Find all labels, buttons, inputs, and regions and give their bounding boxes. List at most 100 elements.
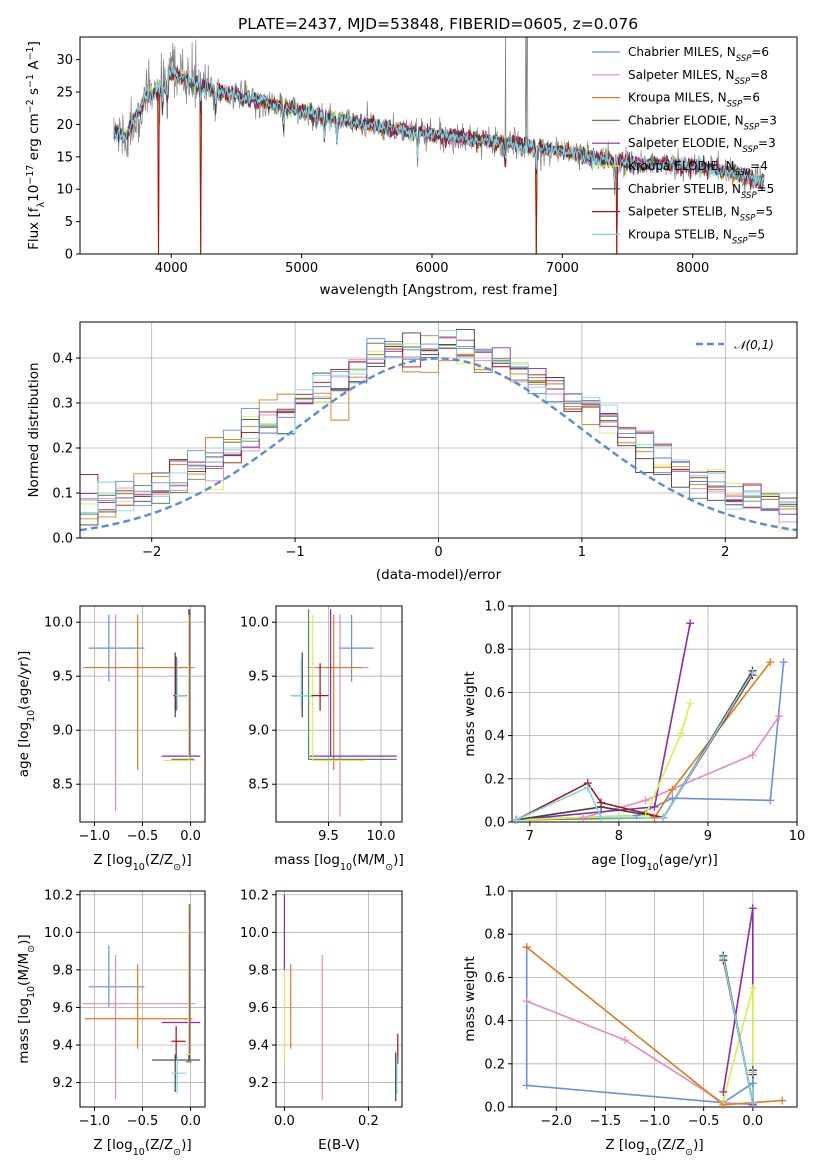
point-salpeter-miles <box>641 796 650 805</box>
x-axis-label: (data-model)/error <box>376 567 502 583</box>
label-part: Z/Z <box>150 852 173 868</box>
label-part: m <box>531 282 544 298</box>
label-part: r <box>477 567 483 583</box>
legend-label-kroupa-stelib: Kroupa STELIB, NSSP=5 <box>628 227 765 246</box>
label-part: ] <box>698 1137 703 1153</box>
x-tick-label: 0.0 <box>742 1114 763 1129</box>
plot-area <box>82 904 201 1100</box>
point-kroupa-stelib <box>659 813 668 822</box>
legend-model: Salpeter STELIB, N <box>628 205 740 219</box>
x-tick-label: −1.0 <box>79 1114 111 1129</box>
legend-label-normal: 𝒩(0,1) <box>734 338 774 352</box>
legend-model: Chabrier MILES, N <box>628 45 736 59</box>
label-part: r <box>496 567 502 583</box>
y-axis-label: Normed distribution <box>26 362 42 497</box>
line-salpeter-miles <box>526 1000 753 1106</box>
label-part: o <box>452 282 460 298</box>
legend-label-salpeter-elodie: Salpeter ELODIE, NSSP=3 <box>628 136 776 155</box>
y-tick-label: 9.2 <box>248 1076 269 1091</box>
label-part: o <box>26 371 42 379</box>
legend-count: =8 <box>750 68 768 82</box>
legend-count: =3 <box>758 136 776 150</box>
label-part: n <box>26 362 42 371</box>
x-tick-label: −1.0 <box>639 1114 671 1129</box>
label-part: i <box>26 427 42 431</box>
x-tick-label: −2.0 <box>540 1114 572 1129</box>
y-axis-label: mass weight <box>462 956 478 1041</box>
x-tick-label: 8 <box>615 829 623 844</box>
y-tick-label: 20 <box>56 118 73 133</box>
axes-frame <box>79 321 798 539</box>
legend-count: =5 <box>748 227 766 241</box>
label-part: −17 <box>25 165 36 185</box>
label-part: h <box>462 677 478 686</box>
label-part: ⊙ <box>385 862 393 873</box>
y-tick-label: 9.4 <box>248 1039 269 1054</box>
y-tick-label: 10.0 <box>44 616 73 631</box>
label-part: [ <box>621 852 626 868</box>
plot-area <box>283 894 399 1102</box>
y-tick-label: 9.0 <box>52 724 73 739</box>
x-tick-label: −0.5 <box>127 829 159 844</box>
legend-model: Chabrier STELIB, N <box>628 182 741 196</box>
x-tick-label: −0.5 <box>688 1114 720 1129</box>
x-tick-label: 7000 <box>546 261 579 276</box>
label-part: Z/Z <box>150 1137 173 1153</box>
plot-area <box>525 908 783 1106</box>
label-part: a <box>287 852 295 868</box>
y-tick-label: 10 <box>56 183 73 198</box>
legend-label-salpeter-stelib: Salpeter STELIB, NSSP=5 <box>628 205 773 224</box>
y-tick-label: 0.4 <box>484 729 505 744</box>
point-kroupa-stelib <box>748 1098 757 1107</box>
label-part: a <box>462 735 478 743</box>
y-tick-label: 5 <box>65 215 73 230</box>
label-part: b <box>26 397 42 406</box>
label-part: [ <box>619 1137 624 1153</box>
label-part: 10 <box>647 862 659 873</box>
line-kroupa-miles <box>516 661 771 821</box>
legend-model: Kroupa MILES, N <box>628 91 727 105</box>
label-part: d <box>26 431 42 440</box>
panel-mass-vs-EBV: 0.0 0.2 9.2 9.4 9.6 9.8 10.0 10.2 E(B-V) <box>240 888 403 1153</box>
label-part: u <box>26 388 42 397</box>
point-kroupa-miles <box>778 1096 787 1105</box>
label-part: - <box>412 567 417 583</box>
plot-area <box>82 609 201 812</box>
point-salpeter-stelib <box>597 798 606 807</box>
label-part: w <box>462 706 478 717</box>
plot-area <box>113 37 765 254</box>
point-chabrier-miles <box>748 1079 757 1088</box>
y-tick-label: 30 <box>56 53 73 68</box>
label-part: d <box>438 567 447 583</box>
label-part: s <box>296 852 303 868</box>
x-tick-label: −1 <box>286 545 305 560</box>
label-part: ] <box>186 1137 191 1153</box>
grid <box>80 606 205 822</box>
y-tick-label: 0.6 <box>484 686 505 701</box>
point-chabrier-miles <box>766 796 775 805</box>
label-part: 10 <box>133 862 145 873</box>
label-part: g <box>462 685 478 694</box>
x-tick-label: 9.5 <box>318 829 339 844</box>
label-part: a <box>522 282 530 298</box>
label-part: M/M <box>16 953 32 981</box>
label-part: s <box>462 721 478 728</box>
legend-sub: SSP <box>741 191 757 201</box>
point-salpeter-miles <box>522 997 531 1006</box>
legend-label-chabrier-miles: Chabrier MILES, NSSP=6 <box>628 45 769 64</box>
y-tick-label: 8.5 <box>248 778 269 793</box>
panel-age-vs-mass: 9.5 10.0 8.5 9.0 9.5 10.0 mass [log10(M/M⊙)] <box>240 605 404 873</box>
label-part: ] <box>186 852 191 868</box>
label-part: ) <box>459 567 464 583</box>
label-part: ) <box>16 656 32 661</box>
line-chabrier-stelib <box>516 670 754 821</box>
x-tick-label: −1.0 <box>79 829 111 844</box>
legend-count: =5 <box>757 182 775 196</box>
label-part: a <box>403 567 411 583</box>
plot-area <box>80 329 797 532</box>
legend-sub: SSP <box>735 77 751 87</box>
x-tick-label: 10 <box>789 829 806 844</box>
y-tick-label: 0.4 <box>484 1014 505 1029</box>
legend-label-kroupa-elodie: Kroupa ELODIE, NSSP=4 <box>628 159 768 178</box>
